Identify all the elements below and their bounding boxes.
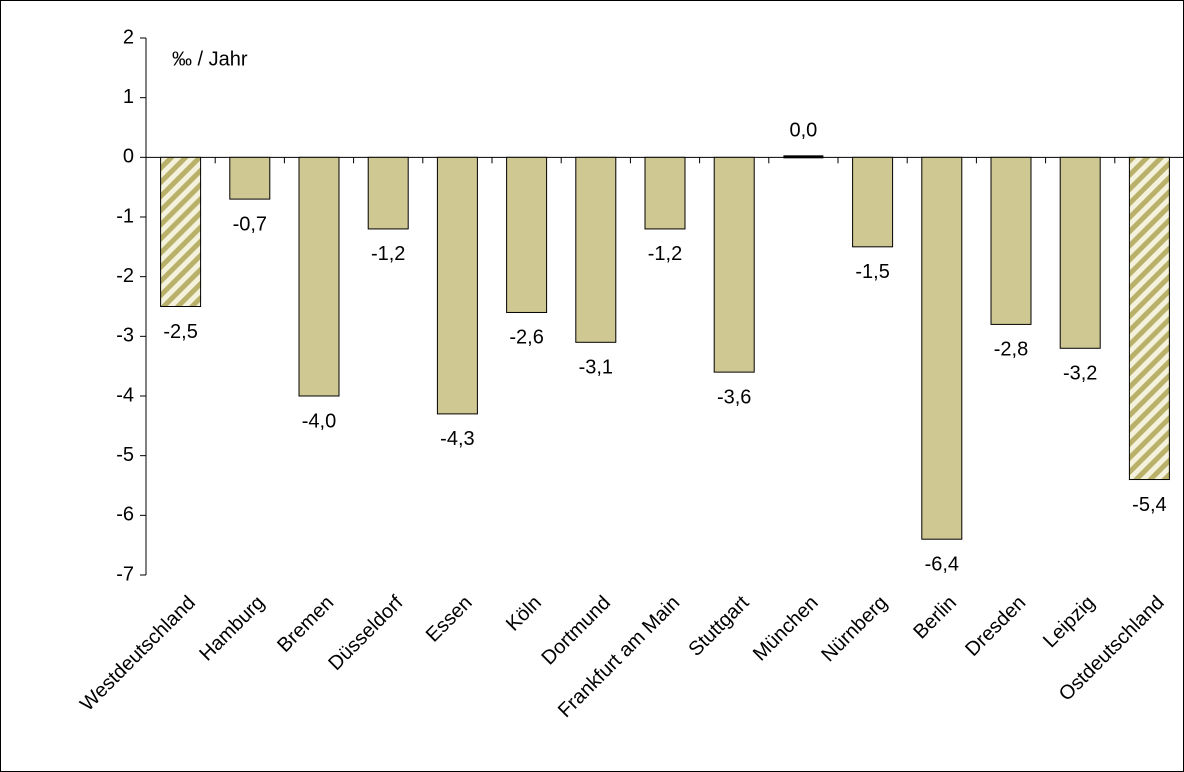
bar xyxy=(229,156,271,200)
value-label: -6,4 xyxy=(925,553,959,575)
value-label: -2,5 xyxy=(163,321,197,343)
value-label: -2,6 xyxy=(509,327,543,349)
x-tick-label: Hamburg xyxy=(195,592,269,666)
value-label: -1,2 xyxy=(371,243,405,265)
value-label: -2,8 xyxy=(994,339,1028,361)
value-label: -1,5 xyxy=(855,261,889,283)
bar xyxy=(990,156,1032,325)
y-tick-label: -3 xyxy=(116,325,134,347)
bar xyxy=(575,156,617,343)
y-tick-label: 2 xyxy=(123,26,134,48)
x-tick-label: Bremen xyxy=(273,592,338,657)
x-tick-label: Köln xyxy=(502,592,546,636)
x-tick-label: Frankfurt am Main xyxy=(554,592,684,722)
y-axis-label: ‰ / Jahr xyxy=(172,48,248,70)
x-tick-label: Düsseldorf xyxy=(324,591,407,674)
y-tick-label: -5 xyxy=(116,444,134,466)
y-tick-label: -1 xyxy=(116,205,134,227)
bar xyxy=(852,156,894,248)
value-label: 0,0 xyxy=(789,120,817,142)
bar xyxy=(160,156,202,307)
y-tick-label: -2 xyxy=(116,265,134,287)
value-label: -4,0 xyxy=(302,410,336,432)
x-tick-label: Berlin xyxy=(909,592,961,644)
x-tick-label: Nürnberg xyxy=(817,592,892,667)
value-label: -5,4 xyxy=(1132,494,1166,516)
bar xyxy=(1059,156,1101,349)
x-tick-label: München xyxy=(749,592,823,666)
value-label: -1,2 xyxy=(648,243,682,265)
y-tick-label: 0 xyxy=(123,146,134,168)
value-label: -4,3 xyxy=(440,428,474,450)
y-tick-label: -7 xyxy=(116,563,134,585)
bar xyxy=(921,156,963,540)
bar xyxy=(644,156,686,230)
x-tick-label: Essen xyxy=(422,592,477,647)
y-tick-label: 1 xyxy=(123,86,134,108)
y-tick-label: -6 xyxy=(116,504,134,526)
value-label: -0,7 xyxy=(233,213,267,235)
x-tick-label: Leipzig xyxy=(1039,592,1099,652)
bar xyxy=(713,156,755,373)
value-label: -3,6 xyxy=(717,386,751,408)
bar xyxy=(298,156,340,397)
bar xyxy=(506,156,548,313)
bar xyxy=(436,156,478,415)
bar xyxy=(1128,156,1170,481)
y-tick-label: -4 xyxy=(116,384,134,406)
bar xyxy=(367,156,409,230)
value-label: -3,1 xyxy=(579,357,613,379)
bar xyxy=(783,155,824,159)
value-label: -3,2 xyxy=(1063,363,1097,385)
x-tick-label: Westdeutschland xyxy=(76,592,200,716)
x-tick-label: Stuttgart xyxy=(684,591,753,660)
x-tick-label: Dresden xyxy=(961,592,1030,661)
